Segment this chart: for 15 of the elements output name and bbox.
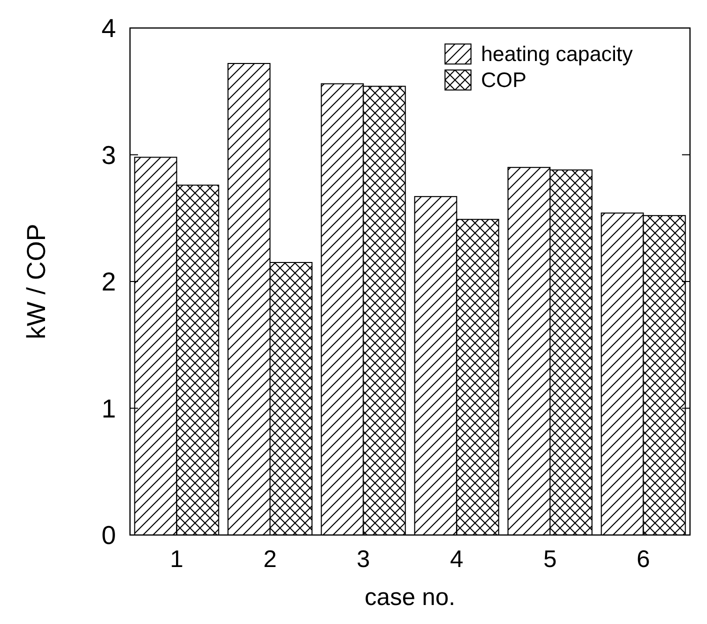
x-axis-title: case no. — [364, 584, 456, 611]
y-axis-title: kW / COP — [21, 224, 51, 340]
x-tick-label: 5 — [543, 546, 557, 573]
legend-label: heating capacity — [481, 43, 634, 66]
x-tick-label: 2 — [263, 546, 277, 573]
y-tick-label: 1 — [102, 393, 116, 424]
x-tick-label: 4 — [450, 546, 464, 573]
y-tick-label: 4 — [102, 13, 116, 43]
x-tick-label: 3 — [356, 546, 370, 573]
x-tick-label: 6 — [636, 546, 650, 573]
y-tick-label: 2 — [102, 266, 116, 296]
y-tick-label: 0 — [102, 520, 116, 550]
x-tick-label: 1 — [170, 546, 184, 573]
legend-label: COP — [481, 69, 527, 92]
y-tick-label: 3 — [102, 140, 116, 170]
